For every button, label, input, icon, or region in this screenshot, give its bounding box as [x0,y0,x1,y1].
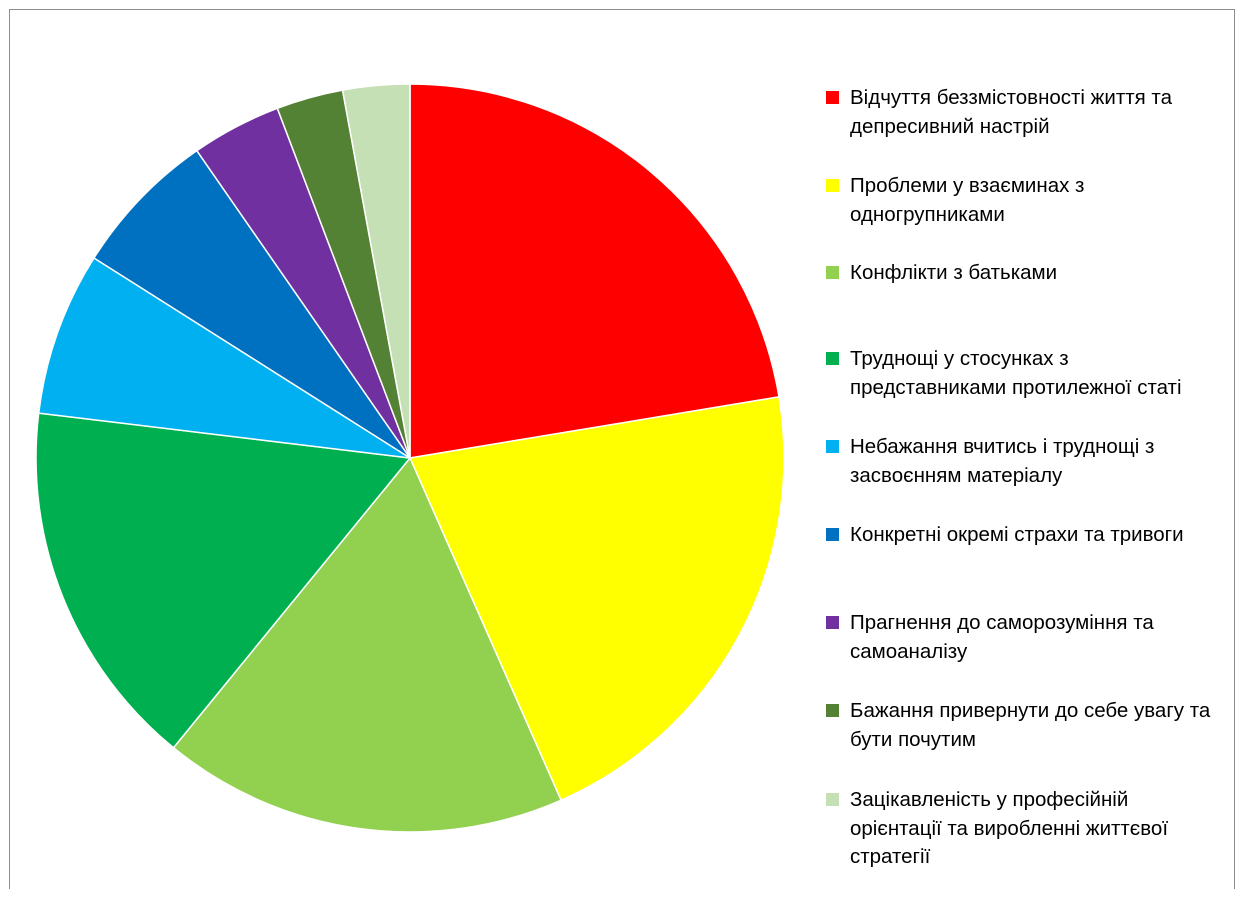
legend-swatch [826,266,839,279]
legend-label: Зацікавленість у професійній орієнтації … [850,788,1169,868]
legend-label: Конфлікти з батьками [850,261,1058,284]
pie-slice-1 [409,83,780,459]
legend-label: Прагнення до саморозуміння та самоаналіз… [850,611,1154,663]
pie-slice-5 [37,257,411,459]
legend-label: Відчуття беззмістовності життя та депрес… [850,86,1172,138]
legend-swatch [826,440,839,453]
legend-label: Проблеми у взаєминах з одногрупниками [850,174,1085,226]
legend-swatch [826,352,839,365]
legend-label: Конкретні окремі страхи та тривоги [850,523,1184,546]
pie-slice-3 [172,457,562,833]
legend-swatch [826,616,839,629]
pie-slice-6 [93,149,411,459]
legend-swatch [826,704,839,717]
legend-swatch [826,179,839,192]
legend-swatch [826,91,839,104]
legend-label: Бажання привернути до себе увагу та бути… [850,699,1211,751]
legend-label: Небажання вчитись і труднощі з засвоєння… [850,435,1155,487]
pie-slice-9 [341,83,411,459]
legend-label: Труднощі у стосунках з представниками пр… [850,347,1182,399]
pie-slice-4 [35,412,411,749]
pie-slice-2 [409,396,785,801]
legend-swatch [826,793,839,806]
legend-swatch [826,528,839,541]
